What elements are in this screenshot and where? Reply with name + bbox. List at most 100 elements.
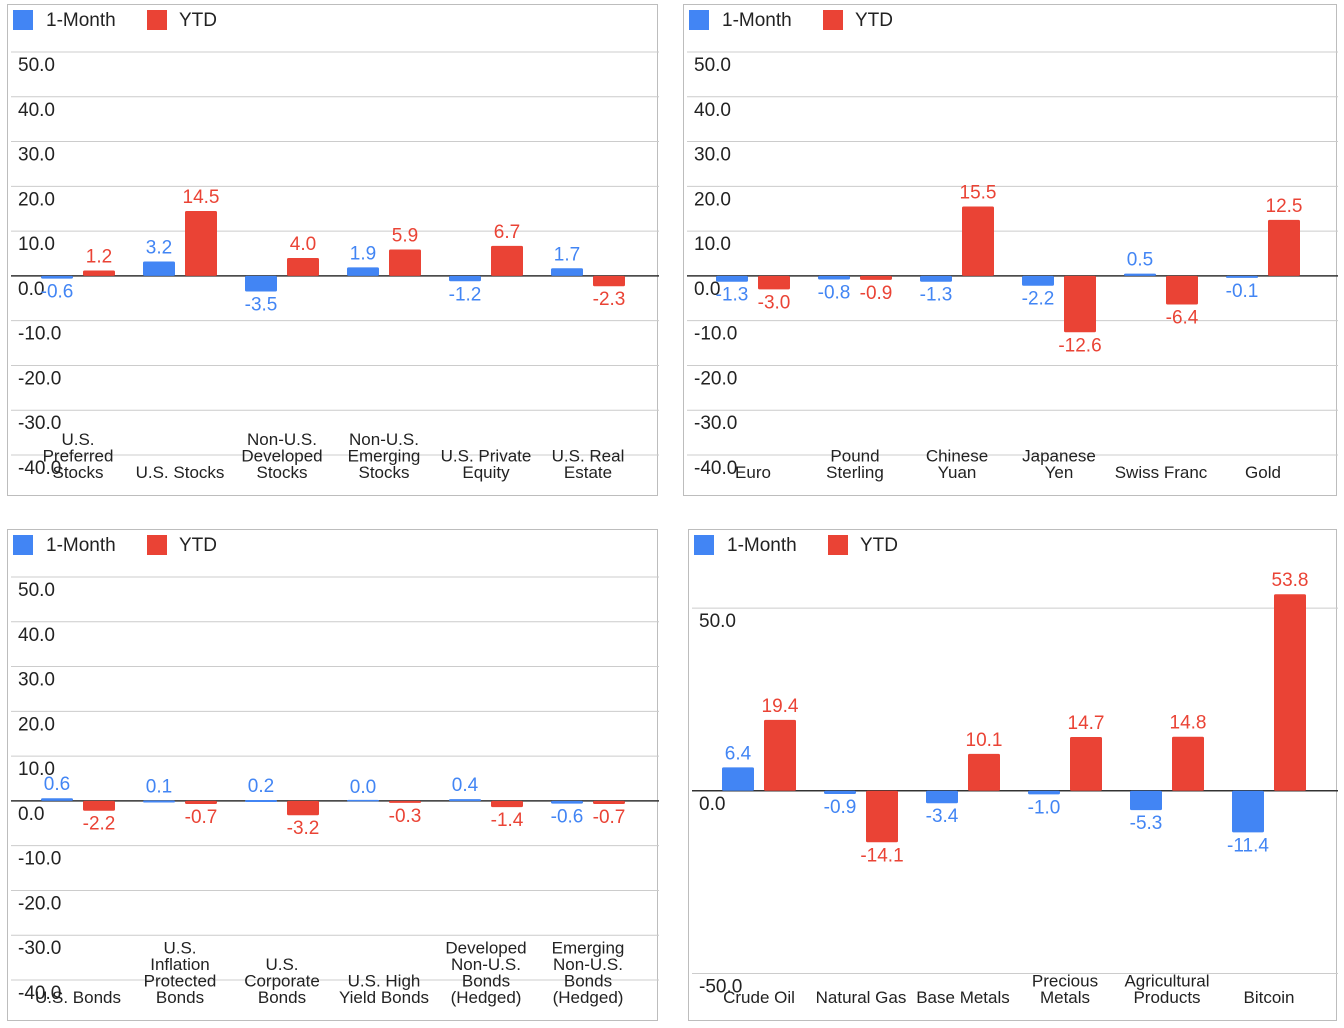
legend-label-ytd: YTD	[179, 535, 217, 556]
legend-label-1-month: 1-Month	[722, 10, 792, 31]
category-label-line: Precious	[1032, 972, 1098, 991]
legend: 1-Month YTD	[13, 10, 217, 31]
data-label-1-month: 0.4	[452, 775, 479, 796]
category-label-line: U.S. Stocks	[136, 463, 225, 482]
legend-swatch-ytd	[828, 535, 848, 555]
y-tick-label: 50.0	[699, 611, 736, 632]
category-label-line: Non-U.S.	[553, 955, 623, 974]
category-label-line: Bonds	[564, 972, 612, 991]
y-tick-label: 10.0	[694, 234, 731, 255]
bar-ytd	[764, 719, 796, 791]
chart-panel-bonds: 1-Month YTD 50.0 40.0 30.0 20.0 10.0 0.0 -10.0 -2…	[7, 529, 659, 1021]
bar-1-month	[143, 800, 175, 803]
bar-1-month	[926, 790, 958, 804]
y-tick-label: 40.0	[694, 100, 731, 121]
data-label-ytd: 6.7	[494, 222, 520, 243]
y-tick-label: 0.0	[18, 279, 44, 300]
data-label-1-month: -1.3	[920, 285, 953, 306]
y-tick-label: 0.0	[18, 804, 44, 825]
bar-1-month	[920, 275, 952, 282]
y-tick-label: 20.0	[18, 189, 55, 210]
bar-1-month	[824, 790, 856, 795]
legend-label-1-month: 1-Month	[727, 535, 797, 556]
category-label-line: Bonds	[156, 988, 204, 1007]
y-tick-label: 50.0	[694, 55, 731, 76]
data-label-1-month: -2.2	[1022, 289, 1055, 310]
category-label-line: Yen	[1045, 463, 1074, 482]
chart-panel-asset-classes: 1-Month YTD 50.0 40.0 30.0 20.0 10.0 0.0 -10.0 -2…	[7, 4, 659, 496]
category-label-line: Swiss Franc	[1115, 463, 1208, 482]
chart-panel-commodities: 1-Month YTD 50.0 0.0 -50.0 6.4 19.4 Crude Oil -0…	[688, 529, 1338, 1021]
y-tick-label: -30.0	[694, 413, 737, 434]
y-tick-label: 50.0	[18, 55, 55, 76]
category-label: U.S. Bonds	[35, 988, 121, 1007]
bar-ytd	[962, 206, 994, 276]
bar-ytd	[389, 800, 421, 803]
chart-svg: 1-Month YTD 50.0 0.0 -50.0 6.4 19.4 Crude Oil -0…	[692, 535, 1338, 1008]
y-tick-label: 20.0	[694, 189, 731, 210]
data-label-ytd: -3.0	[758, 292, 791, 313]
bar-ytd	[968, 753, 1000, 791]
bar-ytd	[185, 210, 217, 276]
category-label: Euro	[735, 463, 771, 482]
data-label-ytd: -14.1	[860, 845, 903, 866]
category-label-line: Corporate	[244, 972, 320, 991]
chart-panel-currencies: 1-Month YTD 50.0 40.0 30.0 20.0 10.0 0.0 -10.0 -2…	[683, 4, 1338, 496]
data-label-ytd: -1.4	[491, 810, 524, 831]
bar-ytd	[593, 275, 625, 287]
category-label: Swiss Franc	[1115, 463, 1208, 482]
legend-swatch-ytd	[147, 535, 167, 555]
y-tick-label: -20.0	[18, 368, 61, 389]
data-label-ytd: -0.3	[389, 806, 422, 827]
y-tick-label: -50.0	[699, 976, 742, 997]
bar-1-month	[245, 799, 277, 802]
data-label-1-month: 0.1	[146, 776, 172, 797]
legend-swatch-1-month	[689, 10, 709, 30]
category-label-line: Natural Gas	[816, 988, 907, 1007]
category-label-line: Base Metals	[916, 988, 1010, 1007]
bar-1-month	[41, 798, 73, 801]
y-tick-label: 30.0	[694, 145, 731, 166]
category-label-line: Bonds	[462, 972, 510, 991]
category-label-line: U.S.	[265, 955, 298, 974]
bar-1-month	[551, 800, 583, 804]
category-label-line: Gold	[1245, 463, 1281, 482]
category-label: Base Metals	[916, 988, 1010, 1007]
data-label-ytd: 4.0	[290, 234, 316, 255]
bar-1-month	[716, 275, 748, 282]
category-label-line: Preferred	[43, 447, 114, 466]
data-label-1-month: 0.5	[1127, 250, 1153, 271]
data-label-1-month: 0.2	[248, 776, 274, 797]
category-label-line: Non-U.S.	[349, 430, 419, 449]
category-label: Bitcoin	[1243, 988, 1294, 1007]
legend-swatch-ytd	[823, 10, 843, 30]
bar-ytd	[1166, 275, 1198, 305]
category-label-line: Stocks	[256, 463, 307, 482]
category-label-line: U.S. Real	[552, 447, 625, 466]
bar-ytd	[593, 800, 625, 805]
data-label-ytd: 53.8	[1272, 570, 1309, 591]
category-label-line: Euro	[735, 463, 771, 482]
bar-ytd	[491, 245, 523, 276]
data-label-1-month: -5.3	[1130, 813, 1163, 834]
y-tick-label: 30.0	[18, 670, 55, 691]
category-label-line: Agricultural	[1124, 972, 1209, 991]
bar-1-month	[449, 275, 481, 282]
data-label-ytd: -6.4	[1166, 308, 1199, 329]
category-label-line: Non-U.S.	[247, 430, 317, 449]
bar-ytd	[1070, 737, 1102, 791]
bar-ytd	[287, 257, 319, 276]
data-label-ytd: 12.5	[1266, 196, 1303, 217]
chart-svg: 1-Month YTD 50.0 40.0 30.0 20.0 10.0 0.0 -10.0 -2…	[11, 535, 659, 1008]
data-label-ytd: -0.7	[593, 807, 626, 828]
data-label-ytd: -0.7	[185, 807, 218, 828]
category-label-line: U.S.	[61, 430, 94, 449]
y-tick-label: 40.0	[18, 100, 55, 121]
